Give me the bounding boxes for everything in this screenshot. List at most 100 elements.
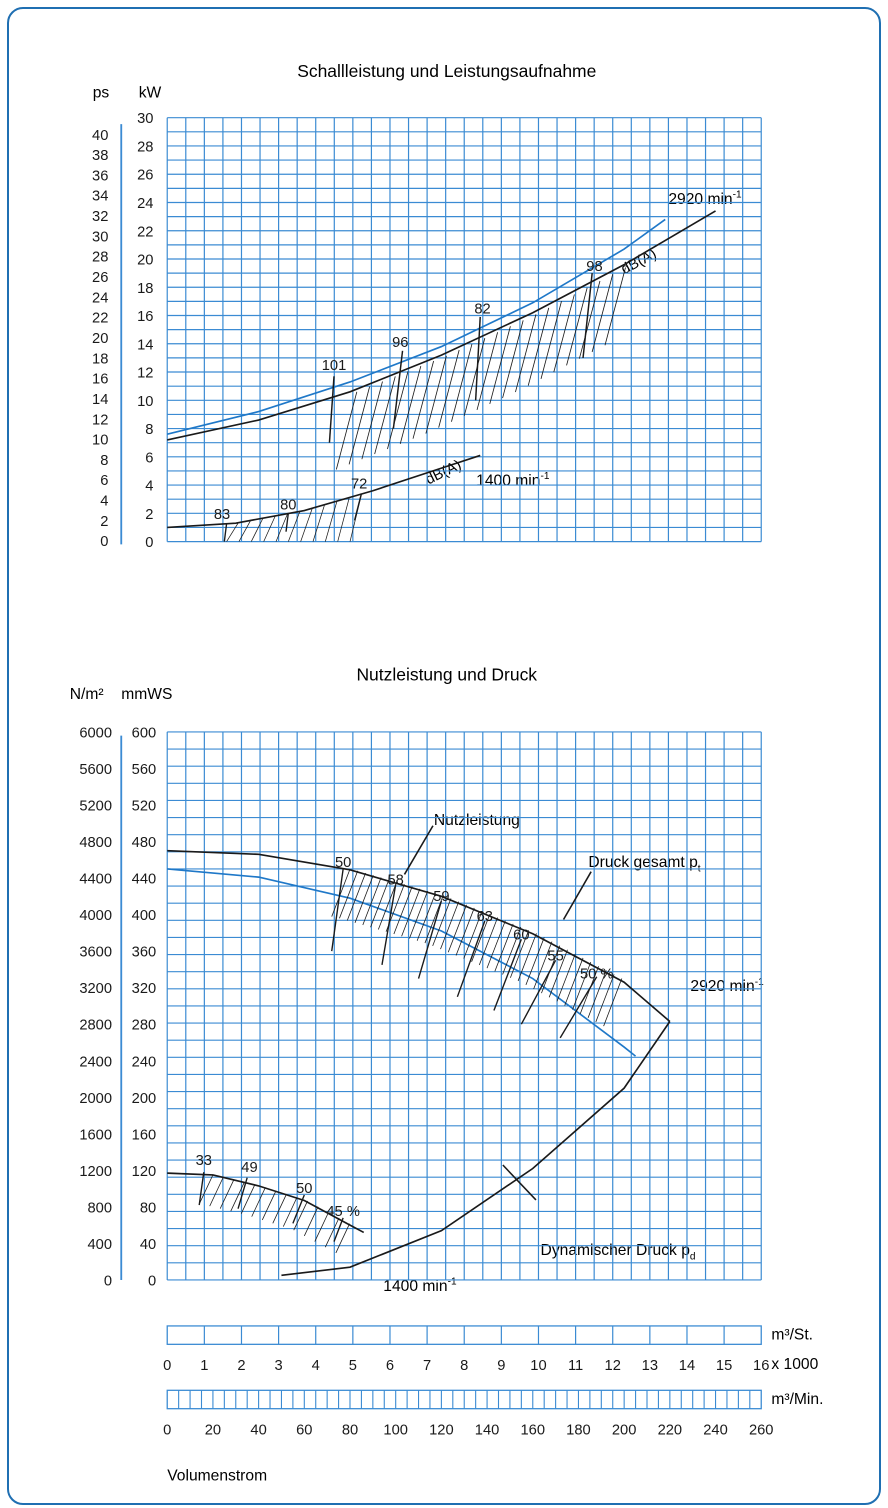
chart2-hatch-line bbox=[409, 890, 428, 939]
chart1-hatch-line-1400 bbox=[275, 513, 288, 542]
chart1-ps-tick: 26 bbox=[92, 270, 108, 286]
chart2-hatch-line-1400 bbox=[282, 1197, 298, 1227]
chart2-hatch-line-1400 bbox=[209, 1176, 224, 1207]
chart2-efficiency-label: 50 bbox=[335, 855, 351, 871]
chart2-curve-3 bbox=[281, 1021, 671, 1277]
chart1-iso-line-1400 bbox=[223, 523, 228, 542]
m3-st-label: 12 bbox=[605, 1358, 621, 1374]
chart1-hatch-line bbox=[361, 381, 383, 460]
chart2-hatch-line bbox=[502, 926, 522, 975]
chart2-iso-line-1400 bbox=[333, 1217, 344, 1242]
chart2-mmws-tick: 400 bbox=[132, 908, 157, 924]
chart2-hatch-line bbox=[603, 978, 623, 1027]
chart2-hatch-line-1400 bbox=[230, 1181, 245, 1212]
chart1-hatch-line-1400 bbox=[250, 518, 264, 542]
chart1-hatch-line bbox=[553, 294, 575, 373]
chart1-hatch-line bbox=[604, 267, 626, 346]
chart2-efficiency-label: 60 bbox=[513, 927, 529, 943]
chart1-hatch-line bbox=[412, 360, 435, 439]
chart1-iso-line bbox=[582, 273, 593, 358]
chart1-title: Schallleistung und Leistungsaufnahme bbox=[297, 61, 596, 81]
chart2-nm-tick: 4000 bbox=[79, 908, 112, 924]
chart2-hatch-line bbox=[416, 893, 436, 941]
chart2-nutzleistung-label: Nutzleistung bbox=[434, 812, 520, 829]
chart2-hatch-line bbox=[346, 872, 366, 921]
chart1-kw-tick: 14 bbox=[137, 337, 153, 353]
chart1-hatch-label: 80 bbox=[280, 498, 296, 514]
chart2-curve-2 bbox=[167, 868, 637, 1057]
chart1-ps-tick: 8 bbox=[100, 453, 108, 469]
chart2-efficiency-label: 50 % bbox=[580, 967, 614, 983]
chart2-druck-leader bbox=[562, 871, 592, 920]
chart1-hatch-line bbox=[463, 337, 486, 416]
chart1-hatch-line-1400 bbox=[238, 520, 251, 542]
chart2-iso-line-1400 bbox=[237, 1177, 248, 1209]
m3-st-unit: m³/St. bbox=[771, 1327, 813, 1344]
chart2-hatch-line bbox=[455, 907, 475, 956]
chart2-hatch-line bbox=[494, 923, 514, 972]
chart1-ps-tick: 38 bbox=[92, 148, 108, 164]
chart1-hatch-line bbox=[502, 320, 524, 399]
chart2-mmws-tick: 0 bbox=[148, 1273, 156, 1289]
chart2-nm-tick: 2000 bbox=[79, 1091, 112, 1107]
m3-st-label: 16 bbox=[753, 1358, 769, 1374]
chart1-iso-line bbox=[474, 316, 481, 401]
chart2-nm-tick: 5200 bbox=[79, 799, 112, 815]
m3-min-label: 240 bbox=[703, 1422, 728, 1438]
chart2-hatch-line bbox=[587, 970, 607, 1018]
chart2-efficiency-label: 33 bbox=[196, 1153, 212, 1169]
chart2-nm-tick: 800 bbox=[88, 1200, 113, 1216]
chart1-kw-tick: 2 bbox=[145, 507, 153, 523]
m3-st-label: 13 bbox=[642, 1358, 658, 1374]
chart2-mmws-tick: 80 bbox=[140, 1200, 156, 1216]
m3-min-label: 120 bbox=[429, 1422, 454, 1438]
chart2-nm-tick: 4800 bbox=[79, 835, 112, 851]
chart2-iso-line-1400 bbox=[292, 1194, 305, 1224]
chart2-hatch-line-1400 bbox=[261, 1190, 277, 1221]
chart1-ps-tick: 0 bbox=[100, 534, 108, 550]
chart1-ps-tick: 6 bbox=[100, 473, 108, 489]
m3-min-label: 220 bbox=[658, 1422, 683, 1438]
chart2-hatch-line bbox=[548, 949, 568, 998]
m3-st-label: 14 bbox=[679, 1358, 695, 1374]
chart2-efficiency-label: 50 bbox=[296, 1181, 312, 1197]
chart2-hatch-line bbox=[572, 961, 592, 1010]
chart-marks: 3028262422201816141210864204038363432302… bbox=[79, 111, 773, 1438]
chart1-hatch-label: 96 bbox=[392, 335, 408, 351]
m3-min-label: 0 bbox=[163, 1422, 171, 1438]
chart1-hatch-line bbox=[425, 355, 447, 434]
chart1-ps-tick: 32 bbox=[92, 209, 108, 225]
chart2-efficiency-label: 58 bbox=[388, 872, 404, 888]
chart1-hatch-line bbox=[566, 287, 588, 366]
chart1-hatch-label: 82 bbox=[474, 301, 490, 317]
card-frame bbox=[7, 7, 881, 1505]
chart2-hatch-line-1400 bbox=[324, 1217, 340, 1248]
volumenstrom-title: Volumenstrom bbox=[167, 1467, 267, 1484]
chart1-ps-tick: 30 bbox=[92, 229, 108, 245]
chart1-hatch-line bbox=[438, 349, 460, 428]
chart2-hatch-line-1400 bbox=[251, 1187, 266, 1217]
chart2-hatch-line bbox=[533, 941, 553, 990]
chart2-nm-tick: 3200 bbox=[79, 981, 112, 997]
chart1-kw-tick: 22 bbox=[137, 224, 153, 240]
chart2-efficiency-label: 45 % bbox=[326, 1204, 360, 1220]
chart1-ps-tick: 16 bbox=[92, 372, 108, 388]
m3-min-label: 180 bbox=[566, 1422, 591, 1438]
chart2-iso-line bbox=[493, 939, 522, 1011]
chart2-nm-tick: 1600 bbox=[79, 1127, 112, 1143]
chart1-hatch-line bbox=[527, 307, 550, 386]
chart2-efficiency-label: 49 bbox=[241, 1160, 257, 1176]
chart1-hatch-line bbox=[387, 371, 409, 450]
chart1-hatch-line bbox=[476, 332, 499, 411]
chart2-nm-label: N/m² bbox=[70, 686, 104, 703]
chart1-hatch-line-1400 bbox=[226, 523, 239, 542]
chart1-hatch-line bbox=[489, 326, 511, 405]
chart1-hatch-label: 101 bbox=[322, 358, 347, 374]
chart2-iso-line bbox=[520, 959, 557, 1025]
chart2-hatch-line bbox=[362, 877, 382, 926]
chart1-kw-tick: 26 bbox=[137, 168, 153, 184]
m3-min-label: 20 bbox=[205, 1422, 221, 1438]
m3-st-label: 15 bbox=[716, 1358, 732, 1374]
m3-min-label: 80 bbox=[342, 1422, 358, 1438]
